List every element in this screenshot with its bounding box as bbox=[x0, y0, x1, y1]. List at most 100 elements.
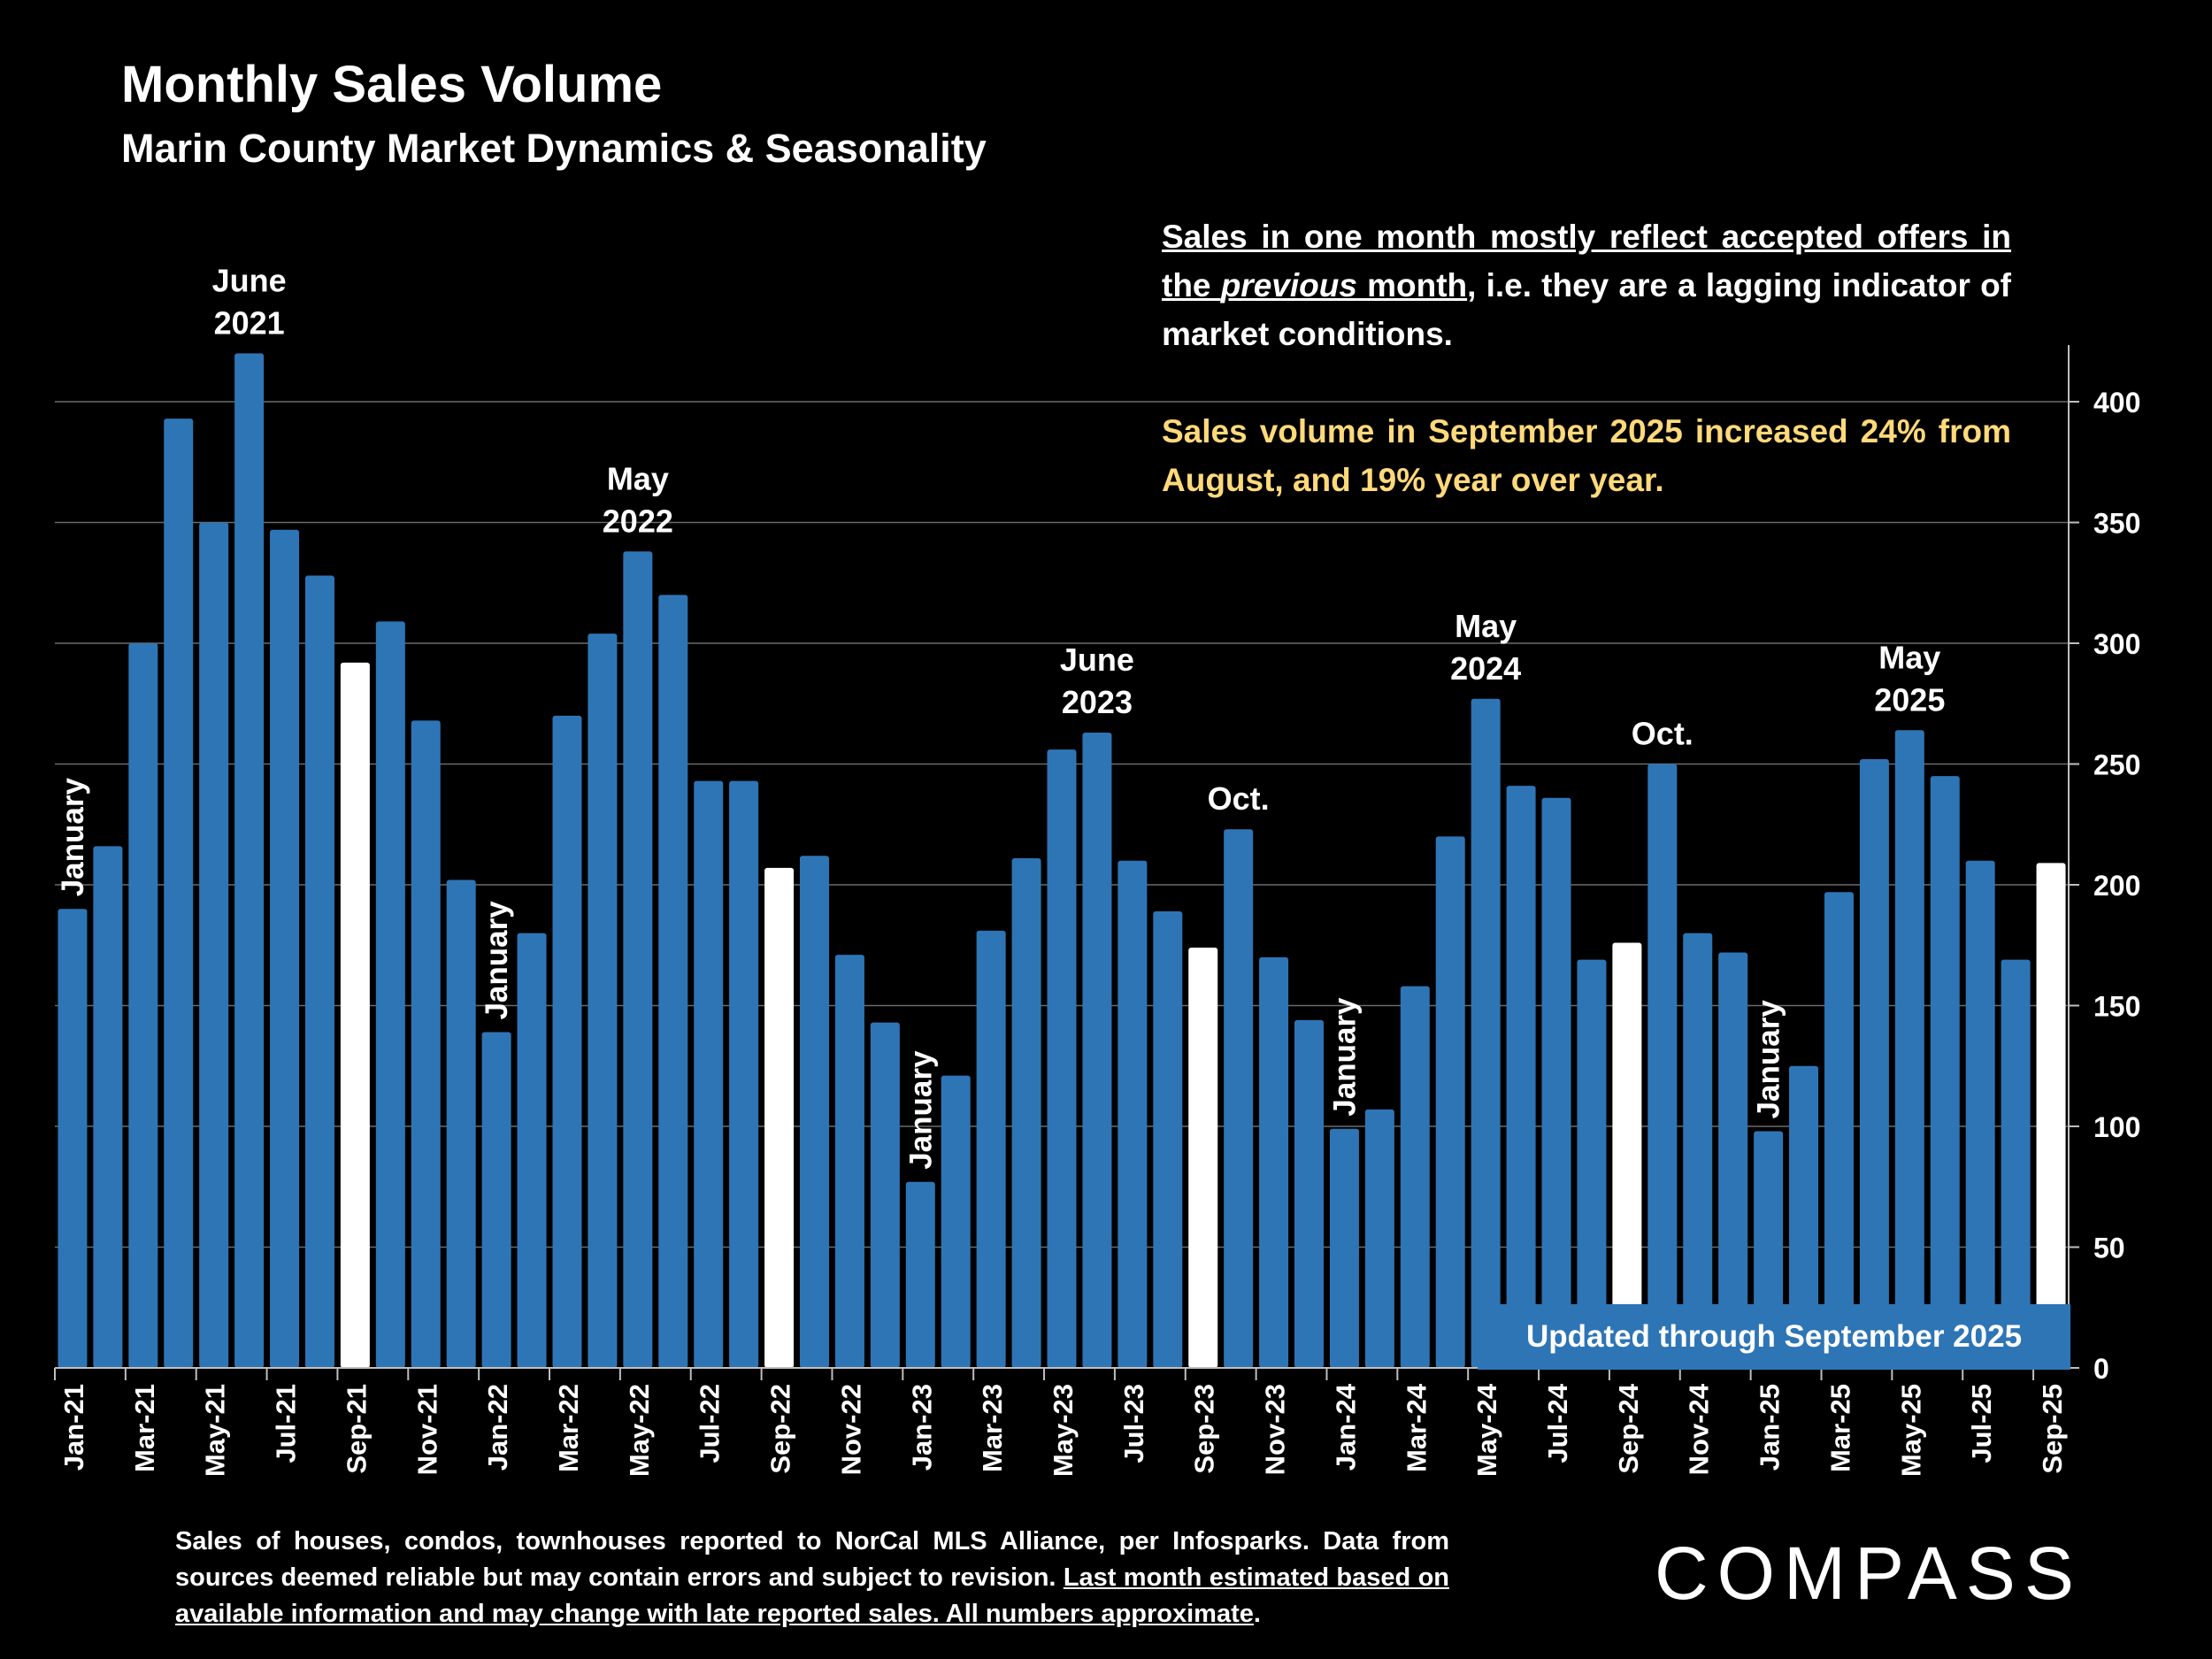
annotation-label: 2025 bbox=[1874, 681, 1945, 718]
bar bbox=[1647, 764, 1678, 1368]
bar bbox=[623, 551, 653, 1368]
annotation-label: January bbox=[903, 1050, 938, 1170]
source-footnote: Sales of houses, condos, townhouses repo… bbox=[175, 1524, 1449, 1632]
footnote-end: . bbox=[1253, 1600, 1261, 1628]
bar bbox=[658, 595, 688, 1368]
bar bbox=[93, 846, 123, 1368]
bar bbox=[1082, 733, 1112, 1368]
annotation-label: May bbox=[1878, 639, 1940, 675]
updated-badge: Updated through September 2025 bbox=[1478, 1304, 2070, 1370]
bar bbox=[1224, 829, 1254, 1368]
highlighted-bar bbox=[340, 662, 370, 1368]
bar bbox=[729, 780, 759, 1368]
x-tick-label: Sep-25 bbox=[2037, 1384, 2068, 1474]
bar bbox=[1471, 698, 1501, 1368]
x-tick-label: Nov-24 bbox=[1684, 1383, 1715, 1475]
annotation-label: 2021 bbox=[214, 304, 285, 341]
bar bbox=[588, 634, 618, 1368]
x-tick-label: May-22 bbox=[624, 1384, 655, 1477]
bar bbox=[270, 529, 300, 1368]
bar bbox=[1683, 933, 1713, 1368]
bar bbox=[905, 1181, 935, 1368]
bar bbox=[1329, 1128, 1359, 1368]
bar bbox=[1400, 986, 1430, 1368]
x-tick-label: Jul-22 bbox=[695, 1384, 726, 1463]
bar bbox=[1859, 759, 1889, 1368]
y-axis: 0 50 100 150 200 250 300 350 400 bbox=[2068, 345, 2140, 1385]
annotation-label: 2024 bbox=[1450, 650, 1521, 687]
annotation-label: June bbox=[1060, 641, 1134, 678]
x-tick-label: Mar-24 bbox=[1401, 1383, 1432, 1472]
chart-subtitle: Marin County Market Dynamics & Seasonali… bbox=[121, 126, 987, 171]
annotation-label: 2023 bbox=[1062, 684, 1133, 720]
bar bbox=[1718, 952, 1748, 1368]
bar bbox=[517, 933, 547, 1368]
sales-change-note: Sales volume in September 2025 increased… bbox=[1162, 413, 2011, 498]
bar bbox=[941, 1075, 971, 1368]
annotation-label: January bbox=[1327, 997, 1362, 1117]
bar bbox=[552, 715, 582, 1368]
x-tick-label: Jan-24 bbox=[1330, 1383, 1361, 1471]
x-tick-label: Mar-21 bbox=[129, 1384, 160, 1472]
annotation-label: Oct. bbox=[1208, 780, 1270, 817]
footnote-text: Sales of houses, condos, townhouses repo… bbox=[175, 1527, 1449, 1592]
annotation-label: January bbox=[56, 778, 90, 897]
note-underlined-em: previous bbox=[1220, 267, 1357, 303]
bar bbox=[446, 879, 476, 1368]
x-tick-label: Sep-21 bbox=[341, 1384, 372, 1474]
y-tick-label: 400 bbox=[2093, 387, 2140, 419]
x-tick-label: May-24 bbox=[1471, 1383, 1502, 1477]
bar bbox=[199, 522, 229, 1368]
x-tick-label: Mar-25 bbox=[1824, 1384, 1855, 1472]
x-tick-label: Nov-23 bbox=[1260, 1384, 1291, 1475]
bar bbox=[1294, 1019, 1325, 1368]
y-tick-label: 100 bbox=[2093, 1111, 2140, 1143]
bar bbox=[1047, 749, 1077, 1368]
bar bbox=[304, 575, 334, 1368]
lagging-indicator-note: Sales in one month mostly reflect accept… bbox=[1162, 212, 2011, 358]
bar bbox=[234, 353, 265, 1368]
y-tick-label: 150 bbox=[2093, 991, 2140, 1023]
x-tick-label: Jan-23 bbox=[906, 1384, 937, 1471]
x-tick-label: Jan-22 bbox=[482, 1384, 513, 1471]
highlighted-bar bbox=[1188, 947, 1218, 1368]
bar bbox=[1435, 836, 1465, 1368]
annotation-label: 2022 bbox=[603, 503, 673, 539]
bar bbox=[58, 909, 88, 1368]
bar bbox=[870, 1022, 900, 1368]
x-tick-label: May-23 bbox=[1048, 1384, 1079, 1477]
bar bbox=[481, 1032, 511, 1368]
y-tick-label: 350 bbox=[2093, 508, 2140, 540]
bar bbox=[1118, 860, 1148, 1368]
bar bbox=[164, 419, 194, 1368]
note-underlined-a: Sales in one month mostly reflect accept… bbox=[1162, 219, 2011, 303]
x-tick-label: Jul-21 bbox=[271, 1384, 302, 1463]
annotation-label: June bbox=[212, 262, 287, 298]
highlighted-bar bbox=[2036, 863, 2066, 1368]
x-tick-label: Jan-21 bbox=[58, 1384, 89, 1471]
y-tick-label: 0 bbox=[2093, 1353, 2109, 1385]
x-tick-label: Nov-21 bbox=[411, 1384, 442, 1475]
bar bbox=[834, 955, 864, 1368]
x-tick-label: Sep-23 bbox=[1189, 1384, 1220, 1474]
bar bbox=[1506, 786, 1536, 1368]
note-rest: , i.e. they are a lagging indicator of m… bbox=[1162, 267, 2011, 352]
bar bbox=[1541, 797, 1571, 1368]
chart-title: Monthly Sales Volume bbox=[121, 56, 663, 113]
bar bbox=[1789, 1065, 1819, 1368]
bar bbox=[1930, 776, 1960, 1368]
y-tick-label: 300 bbox=[2093, 628, 2140, 660]
highlighted-bar bbox=[1612, 942, 1642, 1368]
x-tick-label: Jan-25 bbox=[1755, 1384, 1786, 1471]
annotation-label: May bbox=[607, 460, 669, 496]
bar bbox=[694, 780, 724, 1368]
bar bbox=[411, 720, 441, 1368]
bar bbox=[1011, 857, 1041, 1368]
bar bbox=[375, 621, 405, 1368]
bar bbox=[1364, 1109, 1394, 1368]
x-tick-label: Mar-22 bbox=[553, 1384, 584, 1472]
highlighted-bar bbox=[764, 867, 795, 1368]
annotation-label: Oct. bbox=[1632, 716, 1694, 752]
bar bbox=[799, 856, 829, 1368]
